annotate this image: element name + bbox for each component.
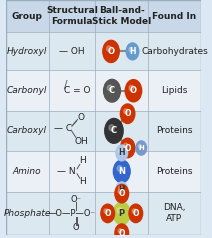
Ellipse shape — [104, 79, 120, 102]
Ellipse shape — [116, 182, 128, 198]
Ellipse shape — [113, 202, 130, 225]
Text: O: O — [119, 229, 125, 238]
Ellipse shape — [129, 85, 134, 91]
Ellipse shape — [117, 208, 122, 213]
Ellipse shape — [119, 186, 122, 190]
Ellipse shape — [105, 119, 123, 143]
Ellipse shape — [103, 40, 119, 63]
Ellipse shape — [124, 143, 128, 148]
Text: O: O — [124, 109, 131, 118]
Ellipse shape — [120, 104, 135, 124]
Ellipse shape — [118, 189, 122, 194]
Ellipse shape — [129, 204, 143, 223]
Ellipse shape — [115, 184, 129, 203]
Ellipse shape — [129, 47, 133, 51]
Text: O: O — [78, 114, 85, 123]
Text: C: C — [109, 86, 115, 95]
Ellipse shape — [125, 80, 142, 102]
Text: O: O — [73, 223, 79, 232]
Bar — [6, 0, 201, 32]
Ellipse shape — [120, 138, 135, 158]
Text: H: H — [129, 47, 136, 56]
Bar — [6, 32, 201, 70]
Text: Lipids: Lipids — [161, 86, 188, 95]
Text: Proteins: Proteins — [156, 126, 193, 135]
Ellipse shape — [124, 109, 128, 114]
Text: —O—P—O⁻: —O—P—O⁻ — [48, 209, 96, 218]
Text: H: H — [138, 145, 144, 151]
Text: — N: — N — [57, 167, 75, 176]
Text: H: H — [79, 156, 86, 165]
Bar — [6, 70, 201, 111]
Text: — OH: — OH — [59, 47, 85, 56]
Text: Hydroxyl: Hydroxyl — [7, 47, 47, 56]
Text: Phosphate: Phosphate — [3, 209, 51, 218]
Text: O⁻: O⁻ — [70, 195, 81, 204]
Text: /: / — [64, 80, 68, 90]
Ellipse shape — [106, 46, 112, 51]
Ellipse shape — [104, 209, 108, 213]
Text: P: P — [119, 209, 125, 218]
Text: H: H — [79, 177, 86, 186]
Ellipse shape — [113, 160, 130, 183]
Text: OH: OH — [74, 137, 88, 146]
Text: Group: Group — [12, 12, 43, 21]
Text: C: C — [111, 126, 117, 135]
Text: C = O: C = O — [64, 86, 90, 95]
Text: H: H — [119, 149, 125, 157]
Text: O: O — [132, 209, 139, 218]
Ellipse shape — [136, 141, 146, 155]
Text: H: H — [119, 185, 125, 194]
Text: Carboxyl: Carboxyl — [7, 126, 47, 135]
Text: Ball-and-
Stick Model: Ball-and- Stick Model — [92, 6, 151, 26]
Text: O: O — [105, 209, 111, 218]
Ellipse shape — [126, 43, 139, 60]
Text: Amino: Amino — [13, 167, 41, 176]
Text: Carbonyl: Carbonyl — [7, 86, 47, 95]
Text: Carbohydrates: Carbohydrates — [141, 47, 208, 56]
Text: Structural
Formula: Structural Formula — [46, 6, 98, 26]
Ellipse shape — [119, 149, 122, 153]
Ellipse shape — [138, 144, 142, 148]
Ellipse shape — [101, 204, 114, 223]
Ellipse shape — [115, 224, 129, 238]
Ellipse shape — [117, 166, 122, 171]
Text: — C: — C — [54, 124, 72, 133]
Bar — [6, 111, 201, 151]
Text: O: O — [107, 47, 114, 56]
Bar — [6, 192, 201, 235]
Text: Proteins: Proteins — [156, 167, 193, 176]
Text: O: O — [130, 86, 137, 95]
Bar — [6, 151, 201, 192]
Ellipse shape — [118, 228, 122, 233]
Ellipse shape — [116, 145, 128, 161]
Ellipse shape — [132, 209, 136, 213]
Text: O: O — [119, 189, 125, 198]
Ellipse shape — [109, 125, 114, 131]
Ellipse shape — [107, 85, 112, 91]
Text: O: O — [124, 144, 131, 153]
Text: N: N — [118, 167, 125, 176]
Text: DNA,
ATP: DNA, ATP — [163, 203, 186, 223]
Text: Found In: Found In — [152, 12, 197, 21]
